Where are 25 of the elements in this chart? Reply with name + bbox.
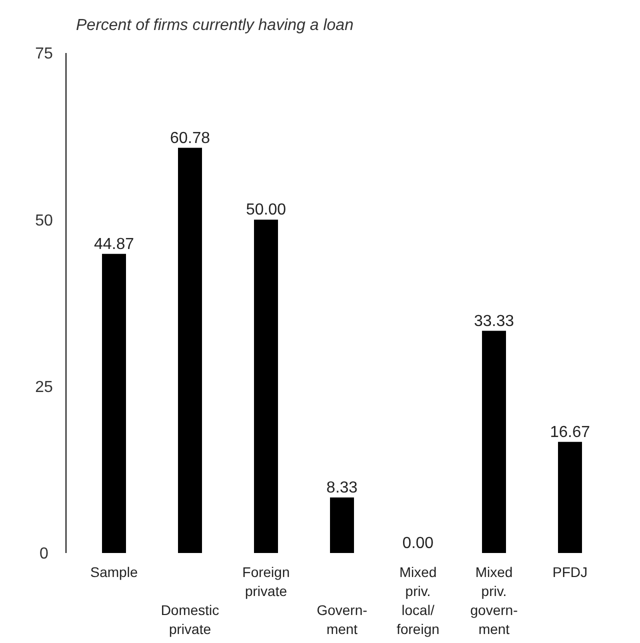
y-tick-label: 0 [40,546,49,563]
x-tick-label: Domestic private [160,602,220,637]
data-label: 60.78 [170,130,210,147]
bar [178,148,202,553]
data-label: 8.33 [326,479,358,496]
data-label: 16.67 [550,424,590,441]
bar [558,442,582,553]
data-label: 44.87 [94,236,134,253]
data-label: 0.00 [402,535,434,552]
x-tick-label: Sample [90,564,138,580]
x-tick-label: Govern- ment [316,602,368,637]
bar [482,330,506,553]
y-tick-label: 25 [35,378,53,396]
bar [254,220,278,553]
y-tick-label: 75 [35,46,53,63]
chart-title: Percent of firms currently having a loan [76,17,354,34]
bar [102,254,126,553]
data-label: 33.33 [474,312,514,330]
data-label: 50.00 [246,202,286,219]
x-tick-label: PFDJ [552,564,588,580]
x-tick-label: Foreign private [242,564,290,599]
y-tick-label: 50 [35,212,53,230]
x-tick-label: Mixed priv. govern- ment [470,564,518,637]
x-tick-label: Mixed priv. local/ foreign [396,564,440,637]
bar [330,497,354,553]
